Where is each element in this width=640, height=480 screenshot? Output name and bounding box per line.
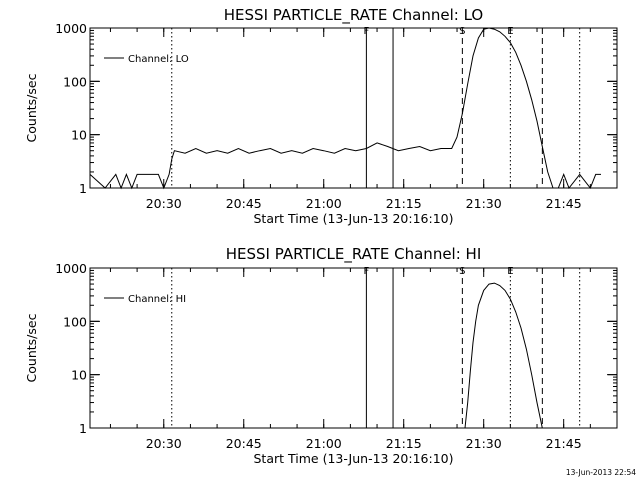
chart-title: HESSI PARTICLE_RATE Channel: HI <box>226 245 482 264</box>
x-tick-label: 21:15 <box>386 436 422 451</box>
y-tick-label: 1 <box>79 421 87 436</box>
event-marker-label: E <box>507 26 513 37</box>
plot-frame <box>89 27 618 189</box>
event-marker-label: E <box>507 266 513 277</box>
y-tick-label: 1000 <box>55 261 87 276</box>
legend-label: Channel: HI <box>128 294 186 305</box>
series-line <box>464 282 543 429</box>
x-tick-label: 21:45 <box>546 196 582 211</box>
x-tick-label: 20:30 <box>146 196 182 211</box>
x-axis-label: Start Time (13-Jun-13 20:16:10) <box>254 451 454 466</box>
series-line <box>89 27 601 190</box>
chart-panel-2: HESSI PARTICLE_RATE Channel: HI 1 10 100 100… <box>24 245 618 466</box>
x-tick-label: 21:00 <box>306 196 342 211</box>
y-tick-label: 10 <box>71 128 87 143</box>
x-axis-label: Start Time (13-Jun-13 20:16:10) <box>254 211 454 226</box>
y-tick-label: 100 <box>63 314 87 329</box>
legend-label: Channel: LO <box>128 54 189 65</box>
x-tick-label: 21:15 <box>386 196 422 211</box>
y-tick-label: 1 <box>79 181 87 196</box>
event-marker-label: S <box>459 26 465 37</box>
plot-frame <box>89 267 618 429</box>
chart-panel-1: HESSI PARTICLE_RATE Channel: LO 1 10 100 100… <box>24 6 618 226</box>
x-tick-label: 21:30 <box>466 196 502 211</box>
x-tick-label: 21:00 <box>306 436 342 451</box>
event-marker-label: S <box>459 266 465 277</box>
x-tick-label: 21:45 <box>546 436 582 451</box>
x-tick-label: 20:45 <box>226 436 262 451</box>
chart-title: HESSI PARTICLE_RATE Channel: LO <box>224 6 483 25</box>
y-tick-label: 1000 <box>55 21 87 36</box>
x-tick-label: 20:30 <box>146 436 182 451</box>
event-marker-label: F <box>364 266 370 277</box>
event-marker-label: F <box>364 26 370 37</box>
y-axis-label: Counts/sec <box>24 73 39 142</box>
timestamp-stamp: 13-Jun-2013 22:54 <box>566 468 636 477</box>
y-axis-label: Counts/sec <box>24 313 39 382</box>
y-tick-label: 100 <box>63 74 87 89</box>
x-tick-label: 20:45 <box>226 196 262 211</box>
x-tick-label: 21:30 <box>466 436 502 451</box>
y-tick-label: 10 <box>71 368 87 383</box>
